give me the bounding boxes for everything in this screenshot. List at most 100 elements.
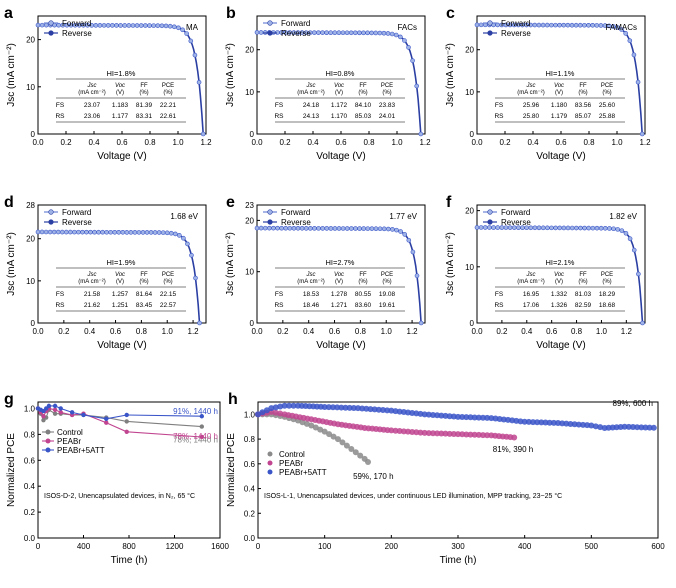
table-cell: 19.61: [379, 302, 396, 309]
x-tick-label: 0.8: [571, 327, 583, 336]
parameter-table: Jsc Voc FF PCE (mA cm⁻²) (V) (%) (%) FS 16.95 1.33…: [494, 267, 625, 312]
forward-point: [385, 226, 391, 232]
legend-marker: [267, 460, 273, 466]
hysteresis-index: HI=1.1%: [546, 69, 575, 78]
x-tick-label: 0.2: [277, 327, 289, 336]
forward-point: [124, 230, 130, 235]
table-cell: 23.06: [84, 113, 101, 120]
forward-point: [180, 27, 185, 33]
forward-point: [110, 23, 115, 28]
end-label: 78%, 1440 h: [173, 436, 218, 445]
table-header-cell: (V): [555, 279, 563, 285]
legend-marker: [487, 30, 493, 36]
forward-point: [101, 23, 107, 28]
forward-point: [43, 22, 49, 28]
forward-point: [258, 225, 264, 231]
forward-point: [312, 226, 317, 231]
forward-point: [532, 22, 538, 28]
forward-point: [156, 230, 162, 235]
forward-point: [361, 30, 366, 36]
data-point: [321, 428, 328, 435]
x-tick-label: 0.2: [58, 327, 70, 336]
table-header-cell: (%): [163, 90, 172, 96]
forward-point: [582, 22, 587, 28]
y-tick-label: 0: [250, 319, 255, 328]
x-tick-label: 0.0: [32, 138, 44, 147]
forward-point: [636, 271, 641, 277]
x-tick-label: 1.2: [639, 138, 651, 147]
forward-point: [557, 225, 563, 231]
data-point: [69, 410, 75, 415]
forward-point: [164, 230, 170, 236]
parameter-table: Jsc Voc FF PCE (mA cm⁻²) (V) (%) (%) FS 21.58 1.25…: [55, 267, 186, 312]
forward-point: [84, 229, 89, 235]
x-tick-label: 0.0: [251, 138, 263, 147]
y-tick-label: 0: [470, 130, 475, 139]
legend-label: Control: [57, 428, 83, 437]
forward-point: [627, 38, 633, 43]
forward-point: [406, 237, 412, 243]
forward-point: [271, 225, 276, 231]
table-cell: FS: [495, 102, 504, 109]
data-point: [124, 412, 129, 418]
legend-label: Forward: [62, 19, 91, 28]
y-tick-label: 0.0: [244, 534, 256, 543]
legend-label: Reverse: [501, 29, 531, 38]
table-header-cell: (mA cm⁻²): [517, 279, 545, 285]
forward-point: [39, 229, 45, 235]
forward-point: [352, 30, 358, 36]
y-tick-label: 0.4: [244, 485, 256, 494]
table-cell: 17.06: [523, 302, 540, 309]
table-cell: 82.59: [575, 302, 592, 309]
data-point: [104, 416, 109, 422]
data-point: [335, 436, 341, 443]
table-cell: 1.180: [551, 102, 568, 109]
forward-point: [96, 229, 101, 235]
forward-point: [200, 131, 206, 137]
data-point: [290, 402, 297, 409]
forward-point: [267, 225, 272, 231]
y-axis-label: Jsc (mA cm⁻²): [445, 43, 456, 107]
forward-point: [586, 225, 592, 231]
table-cell: 25.88: [599, 113, 616, 120]
corner-label: FACs: [397, 23, 417, 32]
y-tick-label: 10: [26, 277, 35, 286]
forward-point: [574, 225, 579, 231]
table-cell: 81.64: [136, 291, 153, 298]
table-header-cell: PCE: [381, 83, 393, 89]
forward-point: [197, 320, 202, 326]
table-cell: 85.07: [575, 113, 592, 120]
data-point: [41, 417, 46, 423]
x-tick-label: 1.0: [381, 327, 393, 336]
table-cell: 1.170: [331, 113, 348, 120]
forward-point: [97, 23, 103, 28]
hysteresis-index: HI=1.8%: [107, 69, 136, 78]
data-point: [199, 414, 204, 419]
x-tick-label: 1.2: [200, 138, 212, 147]
data-point: [588, 422, 595, 429]
forward-point: [398, 229, 403, 234]
data-point: [339, 439, 346, 446]
forward-point: [344, 226, 350, 231]
data-point: [281, 402, 288, 409]
table-header-cell: FF: [359, 272, 367, 278]
table-header-cell: FF: [140, 272, 148, 278]
forward-point: [47, 229, 53, 235]
forward-point: [406, 45, 411, 50]
forward-point: [39, 22, 45, 28]
forward-point: [320, 30, 325, 35]
table-cell: RS: [494, 302, 504, 309]
forward-point: [56, 22, 61, 28]
corner-label: 1.77 eV: [389, 212, 417, 221]
y-tick-label: 0.6: [24, 456, 36, 465]
table-cell: 85.03: [355, 113, 372, 120]
forward-point: [192, 52, 198, 58]
forward-point: [623, 31, 628, 36]
forward-point: [332, 30, 338, 36]
table-header-cell: Jsc: [87, 83, 97, 89]
panel-letter: e: [226, 194, 235, 211]
forward-point: [59, 229, 65, 235]
forward-point: [177, 233, 182, 238]
forward-point: [402, 232, 408, 237]
